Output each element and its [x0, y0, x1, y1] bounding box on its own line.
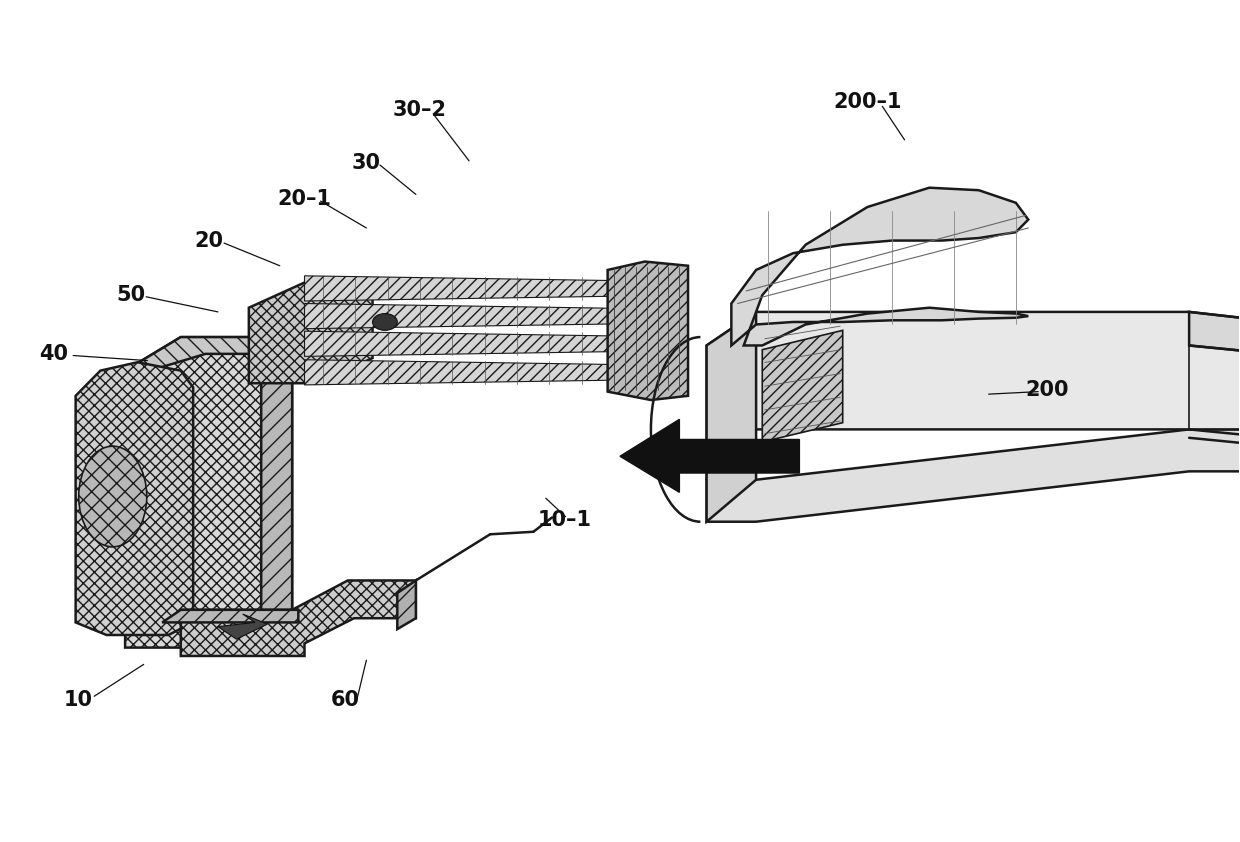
Text: 30: 30 — [352, 152, 381, 173]
Polygon shape — [707, 429, 1240, 522]
Polygon shape — [707, 312, 756, 522]
Text: 30–2: 30–2 — [393, 100, 446, 120]
Polygon shape — [162, 610, 299, 622]
Polygon shape — [608, 262, 688, 400]
Polygon shape — [262, 337, 293, 626]
Text: 200–1: 200–1 — [833, 92, 901, 112]
Polygon shape — [305, 331, 632, 356]
Polygon shape — [305, 276, 632, 301]
Polygon shape — [181, 580, 415, 656]
Text: 200: 200 — [1025, 380, 1069, 400]
Text: 10: 10 — [63, 690, 93, 710]
Text: 20–1: 20–1 — [278, 189, 331, 209]
Text: 20: 20 — [195, 231, 223, 251]
Circle shape — [372, 313, 397, 330]
Polygon shape — [620, 419, 800, 493]
Text: 60: 60 — [331, 690, 360, 710]
Text: 40: 40 — [38, 344, 68, 364]
Polygon shape — [94, 337, 293, 387]
Polygon shape — [707, 312, 1240, 480]
Polygon shape — [125, 337, 293, 647]
Polygon shape — [732, 188, 1028, 345]
Polygon shape — [305, 303, 632, 328]
Text: 50: 50 — [117, 285, 146, 305]
Polygon shape — [76, 362, 193, 635]
Polygon shape — [763, 330, 843, 442]
Polygon shape — [1189, 312, 1240, 375]
Polygon shape — [218, 614, 268, 639]
Polygon shape — [397, 580, 415, 629]
Polygon shape — [305, 360, 632, 385]
Polygon shape — [249, 283, 372, 383]
Ellipse shape — [78, 446, 146, 547]
Text: 10–1: 10–1 — [537, 510, 591, 530]
